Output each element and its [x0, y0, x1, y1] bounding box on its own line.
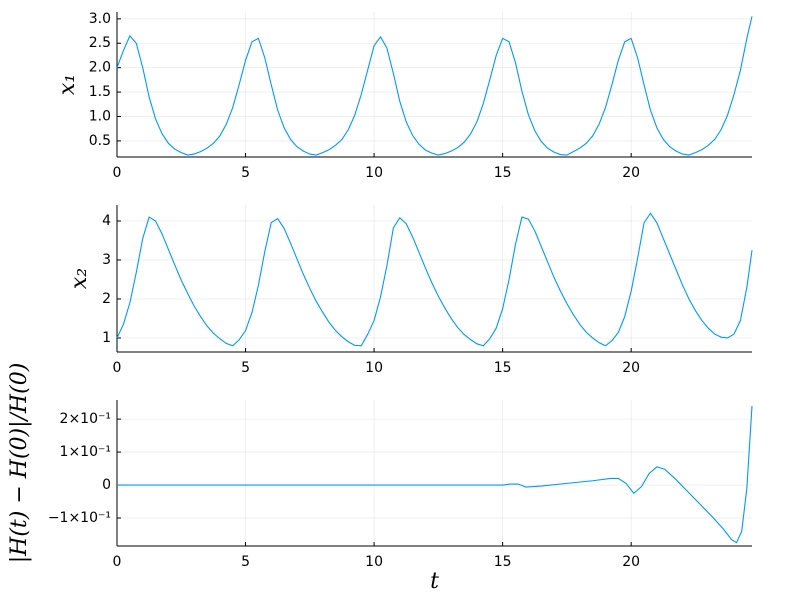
y-tick-label: 2×10⁻¹: [60, 411, 111, 427]
y-tick-label: 3: [102, 252, 111, 268]
y-tick-label: 1×10⁻¹: [60, 444, 111, 460]
y-tick-label: 1.0: [89, 108, 111, 124]
x-tick-label: 0: [113, 554, 122, 570]
x-tick-label: 10: [365, 360, 383, 376]
x-axis-label: t: [430, 569, 439, 594]
x-tick-label: 10: [365, 554, 383, 570]
y-tick-label: 1.5: [89, 84, 111, 100]
data-line: [117, 405, 753, 544]
x-tick-label: 20: [622, 360, 640, 376]
x-tick-label: 10: [365, 165, 383, 181]
x-tick-label: 5: [241, 554, 250, 570]
y-tick-label: 0.5: [89, 133, 111, 149]
data-line: [116, 212, 753, 347]
y-tick-label: 2.0: [89, 60, 111, 76]
x-tick-label: 0: [113, 165, 122, 181]
y-tick-label: 2.5: [89, 35, 111, 51]
x-tick-label: 15: [494, 554, 512, 570]
data-line: [116, 16, 753, 156]
y-tick-label: 0: [102, 477, 111, 493]
x-tick-label: 0: [113, 360, 122, 376]
y-tick-label: −1×10⁻¹: [48, 510, 111, 526]
x-tick-label: 15: [494, 360, 512, 376]
y-tick-label: 1: [102, 330, 111, 346]
y-tick-label: 3.0: [89, 11, 111, 27]
x-tick-label: 20: [622, 554, 640, 570]
x-tick-label: 5: [241, 360, 250, 376]
y-axis-label: x₁: [55, 74, 80, 95]
y-axis-label: x₂: [67, 268, 92, 289]
y-tick-label: 4: [102, 213, 111, 229]
x-tick-label: 5: [241, 165, 250, 181]
y-tick-label: 2: [102, 291, 111, 307]
x-tick-label: 15: [494, 165, 512, 181]
x-tick-label: 20: [622, 165, 640, 181]
y-axis-label: |H(t) − H(0)|/H(0): [7, 363, 32, 564]
